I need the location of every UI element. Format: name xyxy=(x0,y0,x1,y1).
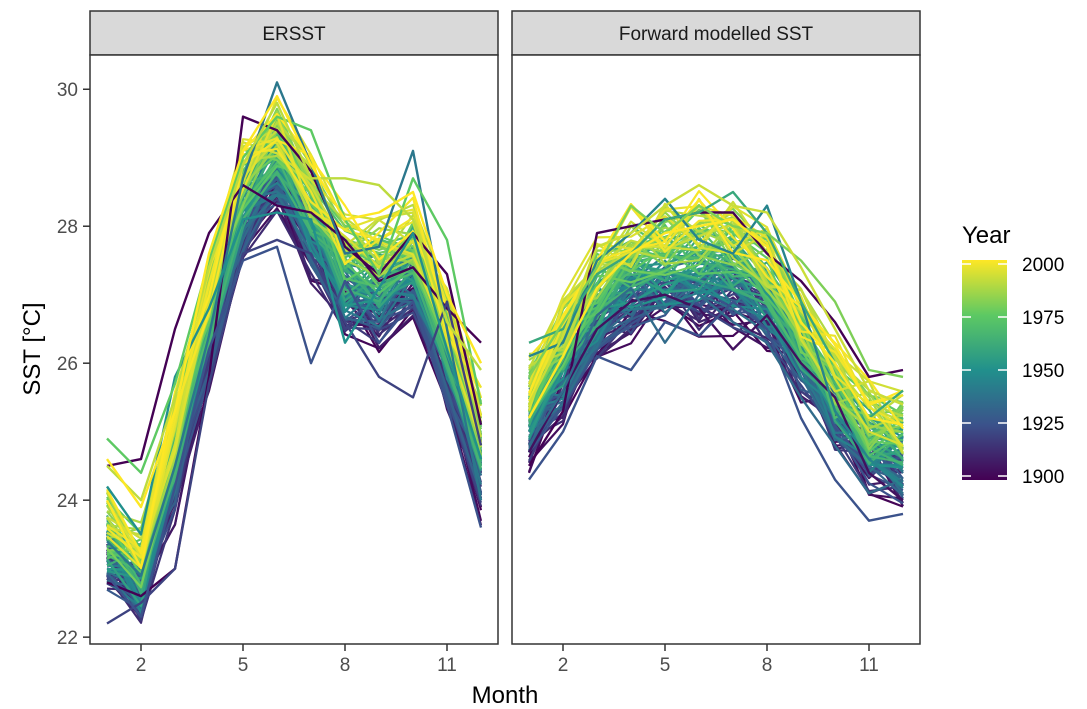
panel-forward-modelled: Forward modelled SST 2 5 8 11 xyxy=(512,11,920,676)
x-tick-label: 2 xyxy=(136,655,147,676)
x-tick-label: 2 xyxy=(558,655,569,676)
y-axis: 22 24 26 28 30 xyxy=(57,80,90,649)
y-tick-label: 24 xyxy=(57,491,79,512)
y-tick-label: 28 xyxy=(57,217,78,238)
x-tick-label: 5 xyxy=(238,655,249,676)
legend-title: Year xyxy=(962,222,1011,249)
x-tick-label: 5 xyxy=(660,655,671,676)
x-tick-label: 11 xyxy=(859,655,879,676)
panel-title: Forward modelled SST xyxy=(619,24,814,45)
colorbar-tick-label: 1975 xyxy=(1022,308,1064,329)
x-axis: 2 5 8 11 xyxy=(136,644,457,676)
colorbar-tick-label: 1950 xyxy=(1022,361,1064,382)
x-axis-title: Month xyxy=(472,682,539,709)
colorbar-tick-label: 1900 xyxy=(1022,467,1064,488)
y-axis-title: SST [°C] xyxy=(19,302,46,395)
x-tick-label: 11 xyxy=(437,655,457,676)
y-tick-label: 22 xyxy=(57,628,78,649)
x-tick-label: 8 xyxy=(762,655,773,676)
y-tick-label: 26 xyxy=(57,354,78,375)
panel-title: ERSST xyxy=(262,24,326,45)
colorbar-tick-label: 2000 xyxy=(1022,255,1064,276)
color-legend: Year 1900 1925 1950 1975 2000 xyxy=(962,222,1064,488)
y-tick-label: 30 xyxy=(57,80,78,101)
x-axis: 2 5 8 11 xyxy=(558,644,879,676)
x-tick-label: 8 xyxy=(340,655,351,676)
colorbar-tick-label: 1925 xyxy=(1022,414,1064,435)
panel-ersst: ERSST 2 5 8 11 22 24 26 28 30 xyxy=(57,11,498,676)
